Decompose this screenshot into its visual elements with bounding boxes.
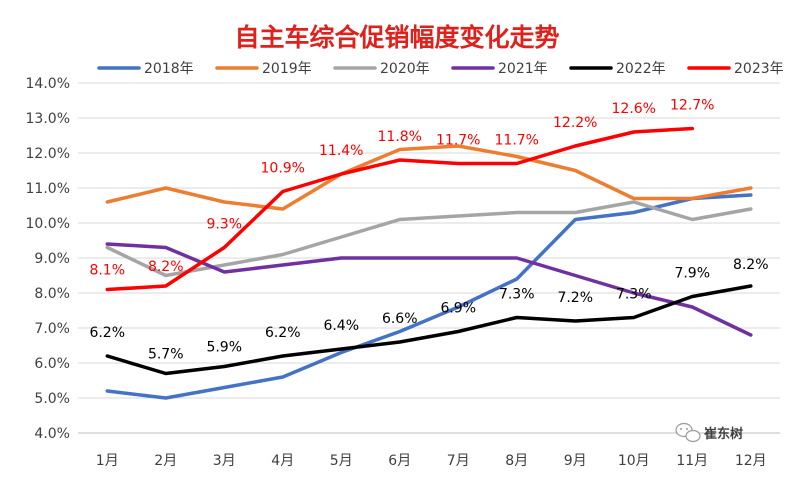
data-label: 7.3%	[499, 287, 535, 303]
x-tick-label: 8月	[505, 453, 528, 469]
data-label: 7.2%	[557, 290, 593, 306]
series-line	[105, 193, 753, 400]
data-label: 10.9%	[261, 161, 305, 177]
data-label: 5.9%	[206, 340, 242, 356]
data-label: 5.7%	[148, 347, 184, 363]
legend-label: 2018年	[144, 61, 194, 77]
x-tick-label: 5月	[330, 453, 353, 469]
data-label: 6.2%	[265, 325, 301, 341]
data-label: 12.2%	[553, 115, 597, 131]
y-tick-label: 13.0%	[26, 111, 70, 127]
legend-label: 2020年	[380, 61, 430, 77]
x-tick-label: 3月	[213, 453, 236, 469]
y-tick-label: 5.0%	[34, 391, 70, 407]
axes: 4.0% 5.0% 6.0% 7.0% 8.0% 9.0% 10.0% 11.0% 12.0% 1…	[26, 76, 780, 469]
y-tick-label: 12.0%	[26, 146, 70, 162]
data-label: 9.3%	[206, 217, 242, 233]
chart-title: 自主车综合促销幅度变化走势	[234, 23, 559, 52]
data-label: 8.2%	[733, 257, 769, 273]
x-tick-label: 4月	[271, 453, 294, 469]
y-tick-label: 11.0%	[26, 181, 70, 197]
data-label: 12.6%	[612, 101, 656, 117]
y-tick-label: 6.0%	[34, 356, 70, 372]
x-tick-label: 2月	[154, 453, 177, 469]
data-label: 6.6%	[382, 311, 418, 327]
data-label: 11.4%	[319, 143, 363, 159]
data-label: 6.9%	[440, 301, 476, 317]
x-tick-label: 10月	[618, 453, 650, 469]
wechat-icon	[675, 422, 701, 443]
watermark: 崔东树	[675, 422, 743, 443]
data-labels: 6.2% 5.7% 5.9% 6.2% 6.4% 6.6% 6.9% 7.3% 7.2% 7.3%…	[89, 98, 768, 363]
y-tick-label: 9.0%	[34, 251, 70, 267]
series-lines	[105, 126, 753, 400]
legend-label: 2021年	[498, 61, 548, 77]
data-label: 11.7%	[436, 133, 480, 149]
x-tick-label: 12月	[735, 453, 767, 469]
x-tick-label: 6月	[388, 453, 411, 469]
legend-label: 2023年	[734, 61, 784, 77]
x-tick-label: 1月	[96, 453, 119, 469]
data-label: 8.1%	[89, 263, 125, 279]
series-line	[105, 144, 753, 211]
data-label: 12.7%	[670, 98, 714, 114]
legend-label: 2022年	[616, 61, 666, 77]
watermark-text: 崔东树	[704, 426, 743, 442]
data-label: 11.8%	[378, 129, 422, 145]
data-label: 6.4%	[323, 318, 359, 334]
data-label: 7.3%	[616, 287, 652, 303]
data-label: 8.2%	[148, 259, 184, 275]
data-label: 6.2%	[89, 325, 125, 341]
legend: 2018年 2019年 2020年 2021年 2022年 2023年	[97, 61, 784, 77]
y-tick-label: 7.0%	[34, 321, 70, 337]
x-tick-label: 9月	[564, 453, 587, 469]
series-line	[105, 284, 753, 376]
data-label: 11.7%	[495, 133, 539, 149]
y-tick-label: 8.0%	[34, 286, 70, 302]
y-tick-label: 10.0%	[26, 216, 70, 232]
x-tick-label: 11月	[676, 453, 708, 469]
series-line	[105, 242, 753, 337]
y-tick-label: 14.0%	[26, 76, 70, 92]
y-tick-label: 4.0%	[34, 426, 70, 442]
series-line	[105, 126, 695, 292]
data-label: 7.9%	[674, 266, 710, 282]
legend-label: 2019年	[262, 61, 312, 77]
x-tick-label: 7月	[447, 453, 470, 469]
